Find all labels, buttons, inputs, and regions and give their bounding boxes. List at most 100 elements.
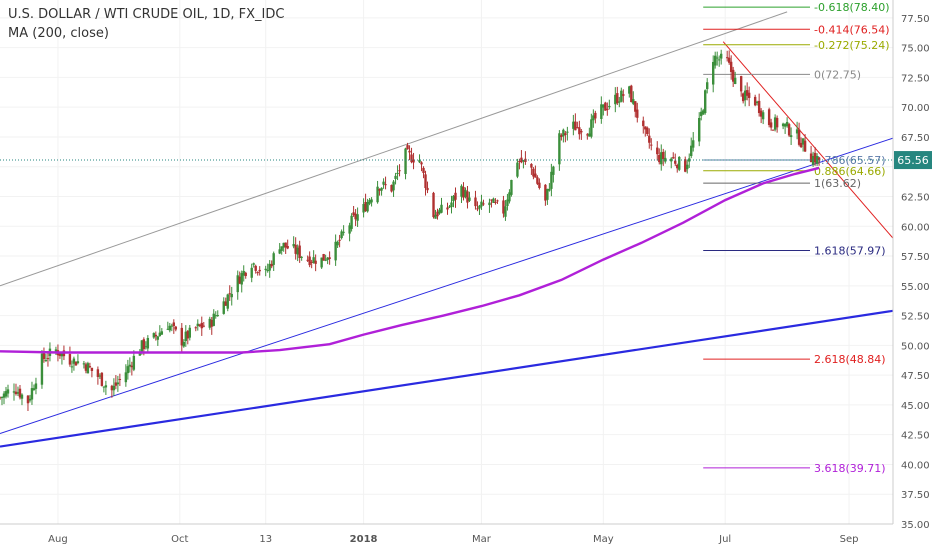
candle-body — [160, 331, 164, 335]
y-tick-label: 60.00 — [901, 222, 930, 233]
candle-body — [88, 366, 92, 368]
rising-trendline — [0, 137, 894, 434]
candle-body — [300, 256, 303, 258]
candle-body — [170, 325, 174, 327]
candle-body — [348, 225, 351, 234]
candle-body — [166, 328, 170, 330]
fib-label-1.618: 1.618(57.97) — [814, 244, 886, 257]
candle-body — [464, 189, 467, 198]
candle-body — [801, 138, 805, 145]
candle-body — [240, 273, 243, 285]
candle-body — [544, 184, 547, 201]
y-tick-label: 42.50 — [901, 431, 930, 442]
candle-body — [366, 202, 369, 212]
candle-body — [759, 110, 763, 117]
candle-body — [817, 157, 821, 161]
candle-body — [434, 214, 437, 219]
candle-body — [28, 398, 32, 401]
x-tick-label: Oct — [171, 534, 188, 545]
candle-body — [258, 269, 261, 272]
candle-body — [789, 135, 793, 138]
candle-body — [350, 215, 353, 229]
candle-body — [60, 353, 64, 357]
candle-body — [767, 109, 771, 126]
candle-body — [803, 140, 807, 152]
candle-body — [755, 101, 759, 104]
candle-body — [775, 117, 779, 128]
candle-body — [96, 369, 100, 377]
candle-body — [622, 94, 625, 96]
candle-body — [126, 366, 130, 374]
last-price-tag — [894, 151, 932, 170]
candle-body — [753, 96, 757, 106]
candle-body — [312, 257, 315, 263]
candle-body — [420, 162, 423, 165]
candle-body — [398, 170, 401, 172]
candle-body — [384, 184, 387, 186]
candle-body — [98, 375, 102, 377]
candle-body — [492, 198, 495, 203]
candle-body — [250, 267, 253, 278]
candle-body — [560, 135, 563, 137]
candle-body — [200, 322, 203, 329]
candle-body — [688, 158, 691, 162]
candle-body — [438, 209, 441, 214]
candle-body — [32, 388, 36, 391]
candle-body — [674, 160, 677, 164]
candle-body — [144, 346, 148, 348]
candle-body — [34, 383, 38, 389]
candle-body — [602, 104, 605, 108]
candle-body — [797, 129, 801, 145]
candle-body — [706, 82, 709, 90]
candle-body — [538, 182, 541, 188]
candle-body — [104, 385, 108, 388]
candle-body — [482, 203, 485, 205]
y-tick-label: 52.50 — [901, 312, 930, 323]
candle-body — [662, 151, 665, 159]
candle-body — [70, 366, 74, 368]
candle-body — [518, 160, 521, 162]
candle-body — [286, 245, 289, 249]
candle-body — [488, 202, 491, 206]
y-tick-label: 50.00 — [901, 341, 930, 352]
candle-body — [574, 121, 577, 131]
candle-body — [194, 327, 197, 329]
candle-body — [90, 367, 94, 372]
candle-body — [632, 99, 635, 104]
candle-body — [254, 265, 257, 271]
candle-body — [118, 378, 122, 380]
x-tick-label: May — [593, 534, 614, 545]
candle-body — [468, 197, 471, 201]
candle-body — [42, 351, 46, 360]
candle-body — [648, 135, 651, 143]
candle-body — [454, 192, 457, 200]
candle-body — [504, 206, 507, 217]
candle-body — [82, 363, 86, 365]
candle-body — [686, 164, 689, 170]
candle-body — [278, 249, 281, 254]
candle-body — [606, 108, 609, 110]
candle-body — [198, 324, 201, 326]
candle-body — [712, 61, 715, 85]
candle-body — [690, 145, 693, 157]
candle-body — [224, 301, 227, 306]
candle-body — [432, 192, 435, 218]
candle-body — [208, 318, 211, 328]
candle-body — [658, 155, 661, 163]
candle-body — [306, 259, 309, 261]
candle-body — [566, 131, 569, 133]
candle-body — [562, 129, 565, 137]
candle-body — [552, 166, 555, 175]
y-tick-label: 55.00 — [901, 282, 930, 293]
candle-body — [450, 202, 453, 208]
candle-body — [100, 372, 104, 386]
candle-body — [548, 188, 551, 191]
candle-body — [745, 90, 749, 96]
candle-body — [436, 211, 439, 217]
candle-body — [324, 259, 327, 261]
candle-body — [270, 263, 273, 267]
chart-title: U.S. DOLLAR / WTI CRUDE OIL, 1D, FX_IDC — [8, 7, 285, 22]
candle-body — [292, 243, 295, 247]
candle-body — [382, 181, 385, 185]
